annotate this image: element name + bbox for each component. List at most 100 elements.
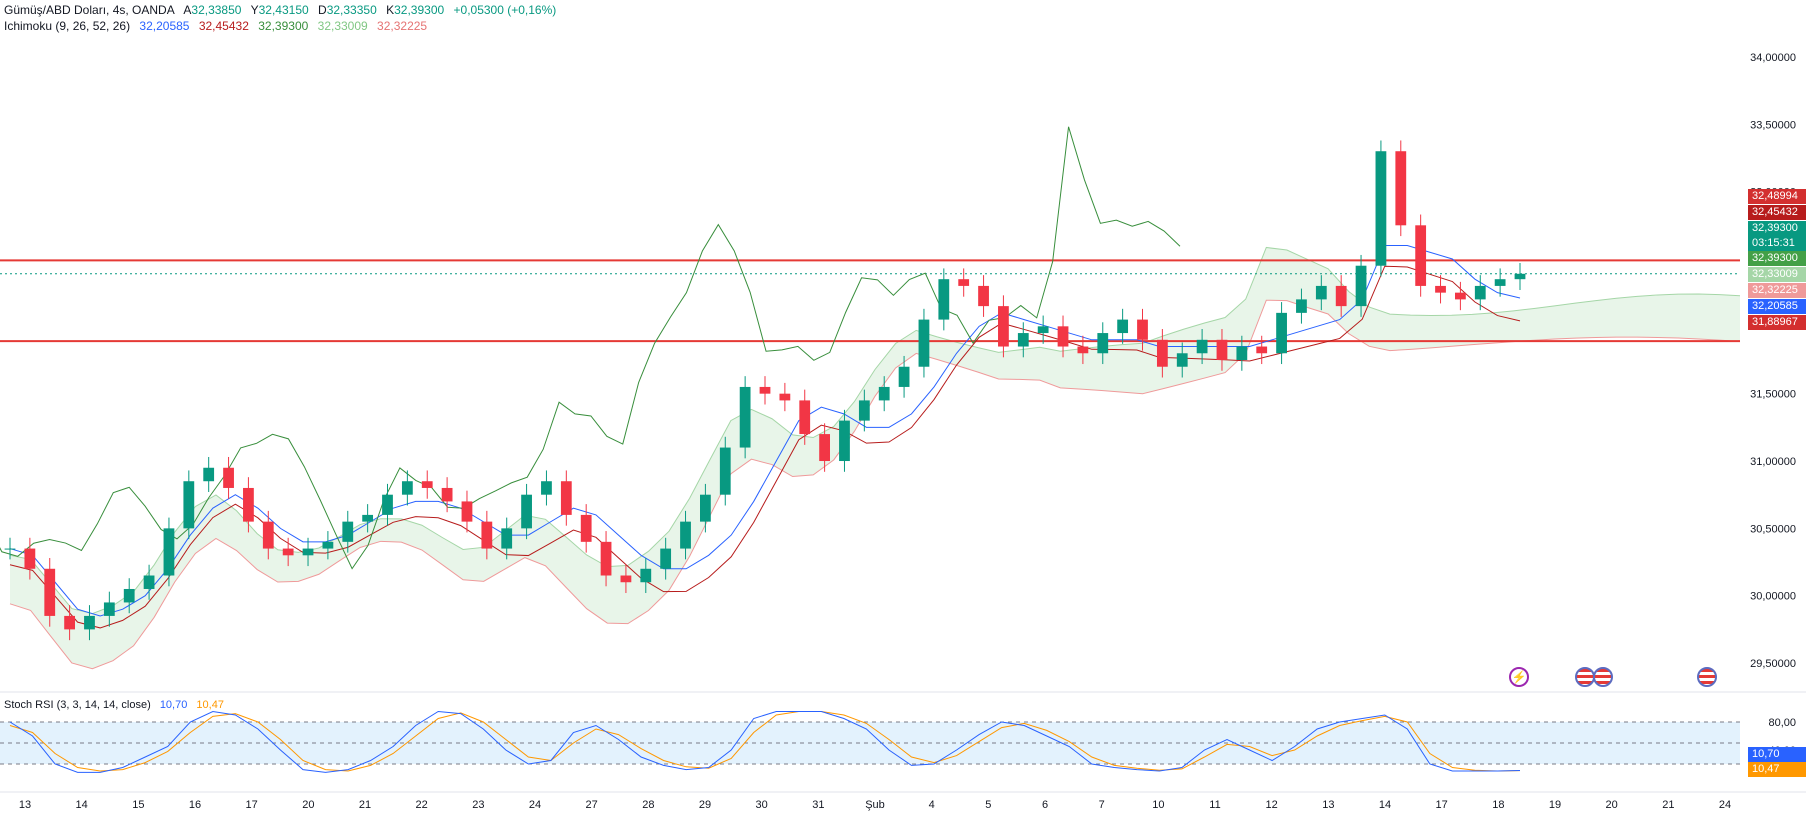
candle-body <box>1435 285 1446 293</box>
us-flag-icon[interactable] <box>1593 667 1613 687</box>
candle-body <box>4 548 16 550</box>
candle-body <box>382 494 393 515</box>
time-label: 4 <box>929 799 935 811</box>
candle-body <box>1395 151 1407 226</box>
price-tick: 31,00000 <box>1750 456 1796 468</box>
price-tag: 32,45432 <box>1748 205 1806 220</box>
stoch-legend[interactable]: Stoch RSI (3, 3, 14, 14, close) 10,70 10… <box>4 699 230 711</box>
tenkan-value: 32,20585 <box>139 19 190 33</box>
candle-body <box>1355 265 1367 307</box>
candle-body <box>1057 326 1069 347</box>
us-flag-icon[interactable] <box>1575 667 1595 687</box>
candle-body <box>1296 299 1307 313</box>
candle-body <box>1455 292 1466 300</box>
candle-body <box>1315 285 1327 300</box>
time-label: 31 <box>812 799 824 811</box>
candle-body <box>481 521 493 549</box>
time-label: 18 <box>1492 799 1504 811</box>
candle-body <box>1216 339 1228 360</box>
candle-body <box>680 521 691 549</box>
candle-body <box>441 487 453 502</box>
low-value: D32,33350 <box>318 3 377 17</box>
candle-body <box>719 447 731 495</box>
time-label: 5 <box>985 799 991 811</box>
candle-body <box>878 386 890 401</box>
candle-body <box>183 481 195 529</box>
ichimoku-legend[interactable]: Ichimoku (9, 26, 52, 26) 32,20585 32,454… <box>4 19 433 33</box>
time-label: 24 <box>1719 799 1731 811</box>
candle-body <box>620 575 632 583</box>
candle-body <box>1137 319 1148 340</box>
candle-body <box>1514 273 1526 280</box>
horizontal-levels <box>0 259 1740 343</box>
candle-body <box>898 366 910 387</box>
time-label: 13 <box>1322 799 1334 811</box>
candle-body <box>1335 285 1347 307</box>
time-label: 21 <box>359 799 371 811</box>
lightning-icon[interactable]: ⚡ <box>1509 667 1529 687</box>
price-tick: 33,50000 <box>1750 119 1796 131</box>
span-a-line <box>9 246 1741 615</box>
kijun-value: 32,45432 <box>198 19 249 33</box>
candle-body <box>560 481 572 515</box>
candle-body <box>163 528 175 576</box>
change-value: +0,05300 (+0,16%) <box>453 3 557 17</box>
candle-body <box>1176 353 1188 367</box>
open-value: A32,33850 <box>183 3 242 17</box>
candle-body <box>739 386 751 448</box>
symbol-title[interactable]: Gümüş/ABD Doları, 4s, OANDA <box>4 3 175 17</box>
kijun-line <box>9 265 1521 629</box>
cloud-area <box>10 247 1740 669</box>
close-value: K32,39300 <box>386 3 445 17</box>
tenkan-line <box>9 245 1521 617</box>
candle-body <box>1494 279 1506 286</box>
time-label: 17 <box>246 799 258 811</box>
candle-body <box>839 420 850 462</box>
price-tick: 34,00000 <box>1750 52 1796 64</box>
span-b-value: 32,32225 <box>377 19 428 33</box>
candle-body <box>819 434 830 462</box>
price-tick: 31,50000 <box>1750 389 1796 401</box>
candle-body <box>64 615 75 630</box>
span-a-value: 32,33009 <box>317 19 368 33</box>
candle-body <box>103 602 115 616</box>
candle-body <box>1077 346 1089 354</box>
price-tick: 30,00000 <box>1750 591 1796 603</box>
candle-body <box>1256 346 1268 354</box>
candle-body <box>243 487 254 522</box>
candle-body <box>1415 225 1427 286</box>
time-label: 14 <box>76 799 88 811</box>
stoch-label: Stoch RSI (3, 3, 14, 14, close) <box>4 699 151 711</box>
us-flag-icon[interactable] <box>1697 667 1717 687</box>
candle-body <box>541 481 552 495</box>
time-label: Şub <box>865 799 885 811</box>
candle-body <box>998 306 1009 347</box>
ichimoku-cloud <box>9 246 1741 670</box>
candle-body <box>1276 312 1287 354</box>
stoch-k-line <box>9 710 1521 773</box>
candle-body <box>521 494 532 529</box>
high-value: Y32,43150 <box>250 3 309 17</box>
price-tag: 32,39300 <box>1748 221 1806 236</box>
candle-body <box>143 575 155 589</box>
time-label: 20 <box>302 799 314 811</box>
candle-body <box>1097 333 1109 354</box>
ichimoku-label: Ichimoku (9, 26, 52, 26) <box>4 19 131 33</box>
time-label: 13 <box>19 799 31 811</box>
ichimoku-lines <box>0 126 1521 629</box>
candle-body <box>660 548 672 569</box>
candle-body <box>322 541 334 549</box>
candle-body <box>1474 285 1486 300</box>
candles <box>4 140 1526 641</box>
price-tag: 32,32225 <box>1748 283 1806 298</box>
stoch-tick: 80,00 <box>1768 717 1796 729</box>
span-b-line <box>9 299 1741 670</box>
time-label: 28 <box>642 799 654 811</box>
time-label: 29 <box>699 799 711 811</box>
time-label: 10 <box>1152 799 1164 811</box>
symbol-legend: Gümüş/ABD Doları, 4s, OANDA A32,33850 Y3… <box>4 3 562 17</box>
candle-body <box>700 494 711 522</box>
time-label: 7 <box>1099 799 1105 811</box>
time-label: 15 <box>132 799 144 811</box>
